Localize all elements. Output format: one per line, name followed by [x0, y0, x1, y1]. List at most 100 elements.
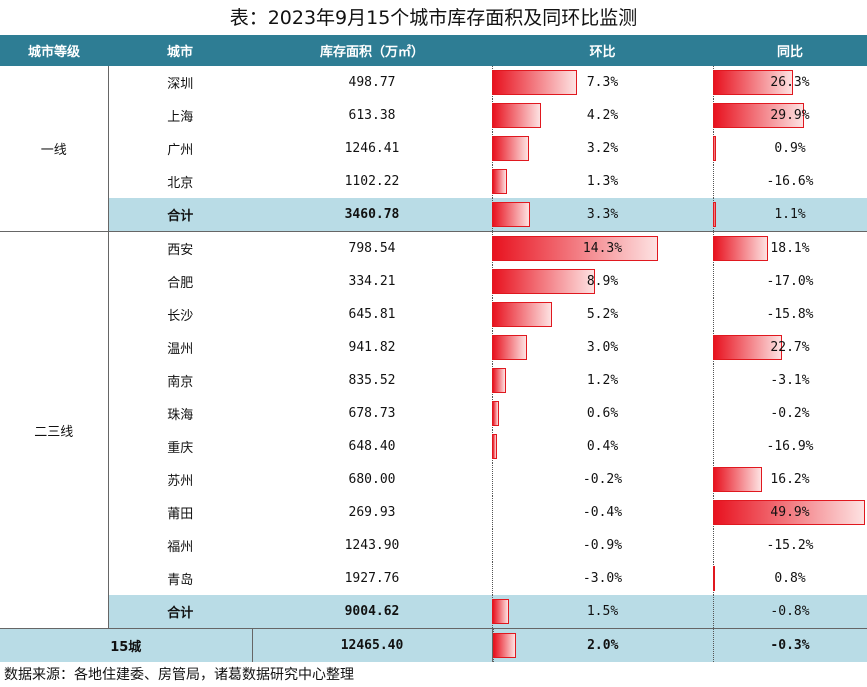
- yoy-value: -17.0%: [766, 274, 814, 289]
- mom-value: 1.5%: [586, 604, 619, 619]
- table-row: 北京 1102.22 1.3% -16.6%: [0, 165, 867, 198]
- yoy-value: -0.3%: [770, 638, 810, 653]
- yoy-bar: [713, 103, 804, 128]
- total-area: 12465.40: [252, 628, 493, 662]
- mom-cell: -0.9%: [492, 529, 713, 562]
- yoy-value: -0.8%: [770, 604, 810, 619]
- mom-bar: [492, 368, 506, 393]
- mom-bar: [492, 269, 596, 294]
- mom-value: 3.2%: [586, 141, 619, 156]
- mom-bar: [492, 236, 658, 261]
- yoy-value: 22.7%: [770, 340, 810, 355]
- subtotal-label: 合计: [108, 595, 252, 629]
- yoy-cell: 18.1%: [713, 232, 867, 265]
- city-cell: 合肥: [167, 276, 194, 291]
- mom-cell: 1.2%: [492, 364, 713, 397]
- mom-value: 14.3%: [582, 241, 623, 256]
- mom-cell: 14.3%: [492, 232, 713, 265]
- yoy-value: -15.2%: [766, 538, 814, 553]
- mom-value: 1.2%: [586, 373, 619, 388]
- city-cell: 重庆: [167, 441, 194, 456]
- yoy-bar: [713, 202, 717, 227]
- yoy-cell: 0.8%: [713, 562, 867, 595]
- area-cell: 334.21: [348, 274, 396, 289]
- mom-value: 8.9%: [586, 274, 619, 289]
- header-city: 城市: [108, 35, 252, 66]
- yoy-value: -16.6%: [766, 174, 814, 189]
- yoy-value: 18.1%: [770, 241, 810, 256]
- city-cell: 珠海: [167, 408, 194, 423]
- area-cell: 269.93: [348, 505, 396, 520]
- mom-bar: [492, 70, 577, 95]
- city-cell: 深圳: [167, 77, 194, 92]
- city-cell: 温州: [167, 342, 194, 357]
- table-row: 一线 深圳 498.77 7.3% 26.3%: [0, 66, 867, 232]
- table-body: 一线 深圳 498.77 7.3% 26.3% 上海 613.38 4.2% 29.9% 广州 12…: [0, 66, 867, 662]
- yoy-value: 29.9%: [770, 108, 810, 123]
- table-row: 重庆 648.40 0.4% -16.9%: [0, 430, 867, 463]
- mom-value: -3.0%: [582, 571, 623, 586]
- area-cell: 645.81: [348, 307, 396, 322]
- yoy-cell: 29.9%: [713, 99, 867, 132]
- mom-bar: [492, 335, 527, 360]
- header-row: 城市等级 城市 库存面积（万㎡） 环比 同比: [0, 35, 867, 66]
- table-row: 长沙 645.81 5.2% -15.8%: [0, 298, 867, 331]
- mom-cell: 3.2%: [492, 132, 713, 165]
- yoy-axis-line: [713, 529, 714, 562]
- mom-value: 4.2%: [586, 108, 619, 123]
- city-cell: 北京: [167, 176, 194, 191]
- mom-bar: [492, 136, 530, 161]
- city-cell: 南京: [167, 375, 194, 390]
- yoy-axis-line: [713, 165, 714, 198]
- table-row: 珠海 678.73 0.6% -0.2%: [0, 397, 867, 430]
- table-row: 温州 941.82 3.0% 22.7%: [0, 331, 867, 364]
- yoy-bar: [713, 500, 865, 525]
- city-cell: 上海: [167, 110, 194, 125]
- area-cell: 498.77: [348, 75, 396, 90]
- yoy-bar: [713, 467, 763, 492]
- city-cell: 广州: [167, 143, 194, 158]
- mom-bar: [492, 434, 497, 459]
- yoy-cell: -15.2%: [713, 529, 867, 562]
- mom-cell: 5.2%: [492, 298, 713, 331]
- mom-bar: [492, 202, 531, 227]
- city-cell: 苏州: [167, 474, 194, 489]
- mom-value: 2.0%: [587, 638, 619, 653]
- yoy-cell: -16.6%: [713, 165, 867, 198]
- inventory-table: 城市等级 城市 库存面积（万㎡） 环比 同比 一线 深圳 498.77 7.3% 26.…: [0, 35, 867, 662]
- area-cell: 613.38: [348, 108, 396, 123]
- yoy-cell: -0.2%: [713, 397, 867, 430]
- yoy-value: 26.3%: [770, 75, 810, 90]
- mom-value: 3.3%: [586, 207, 619, 222]
- yoy-bar: [713, 70, 793, 95]
- yoy-cell: 49.9%: [713, 496, 867, 529]
- yoy-axis-line: [713, 595, 714, 628]
- table-row: 莆田 269.93 -0.4% 49.9%: [0, 496, 867, 529]
- yoy-cell: -15.8%: [713, 298, 867, 331]
- yoy-value: -16.9%: [766, 439, 814, 454]
- mom-bar: [492, 169, 508, 194]
- yoy-value: 0.8%: [774, 571, 806, 586]
- mom-bar: [492, 401, 499, 426]
- source-note: 数据来源：各地住建委、房管局，诸葛数据研究中心整理: [4, 667, 354, 683]
- subtotal-row: 合计 3460.78 3.3% 1.1%: [0, 198, 867, 232]
- yoy-bar: [713, 136, 716, 161]
- mom-value: -0.9%: [582, 538, 623, 553]
- area-cell: 680.00: [348, 472, 396, 487]
- area-cell: 678.73: [348, 406, 396, 421]
- area-cell: 648.40: [348, 439, 396, 454]
- table-row: 福州 1243.90 -0.9% -15.2%: [0, 529, 867, 562]
- table-row: 广州 1246.41 3.2% 0.9%: [0, 132, 867, 165]
- mom-cell: 8.9%: [492, 265, 713, 298]
- area-cell: 1246.41: [344, 141, 400, 156]
- yoy-bar: [713, 335, 782, 360]
- yoy-value: -3.1%: [770, 373, 810, 388]
- mom-value: -0.4%: [582, 505, 623, 520]
- area-cell: 941.82: [348, 340, 396, 355]
- subtotal-label: 合计: [108, 198, 252, 232]
- subtotal-area: 3460.78: [252, 198, 492, 232]
- table-row: 苏州 680.00 -0.2% 16.2%: [0, 463, 867, 496]
- subtotal-area: 9004.62: [252, 595, 492, 629]
- header-tier: 城市等级: [0, 35, 108, 66]
- yoy-cell: 16.2%: [713, 463, 867, 496]
